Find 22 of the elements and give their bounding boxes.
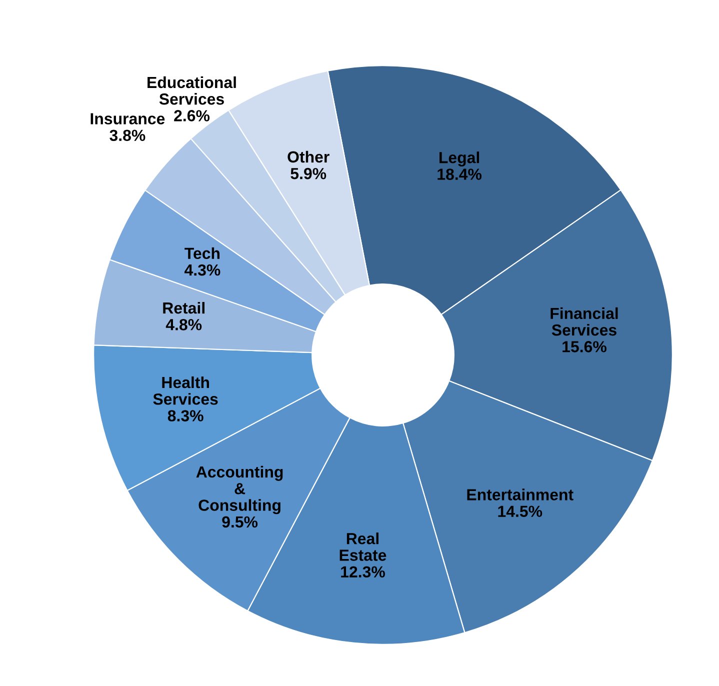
data-label: 8.3% xyxy=(168,410,204,422)
slice-label: Health Services xyxy=(153,376,218,405)
data-label: 4.8% xyxy=(166,319,202,330)
data-label: 4.3% xyxy=(184,264,220,276)
data-label: 3.8% xyxy=(110,130,146,142)
data-label: 2.6% xyxy=(174,110,210,122)
data-label: 14.5% xyxy=(498,506,542,517)
slice-label: Educational Services xyxy=(148,76,236,105)
data-label: 5.9% xyxy=(290,168,326,180)
slice-label: Real Estate xyxy=(340,532,386,561)
slice-label: Other xyxy=(288,150,330,163)
slice-label: Retail xyxy=(163,302,204,314)
data-label: 18.4% xyxy=(438,168,482,180)
slice-label: Entertainment xyxy=(467,488,574,500)
data-label: 15.6% xyxy=(562,341,606,352)
data-label: 12.3% xyxy=(341,566,385,578)
slice-label: Insurance xyxy=(90,113,165,124)
slice-label: Financial Services xyxy=(550,307,618,336)
slice-label: Tech xyxy=(184,247,220,260)
slice-label: Accounting & Consulting xyxy=(196,466,283,514)
slice-label: Legal xyxy=(440,152,480,166)
data-label: 9.5% xyxy=(222,516,258,528)
